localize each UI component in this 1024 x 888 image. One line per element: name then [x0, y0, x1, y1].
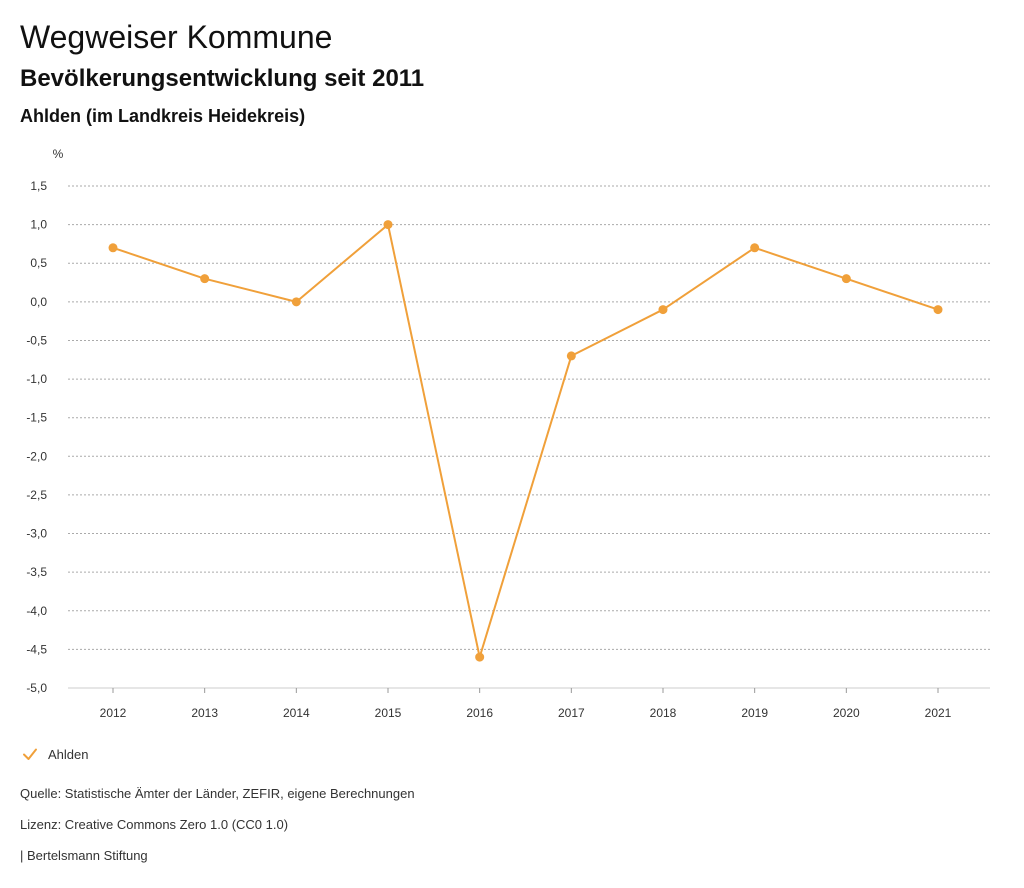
y-tick-label: -5,0 [26, 681, 47, 695]
y-tick-label: -3,5 [26, 565, 47, 579]
x-tick-label: 2021 [925, 706, 952, 720]
x-tick-label: 2014 [283, 706, 310, 720]
y-tick-label: -2,5 [26, 488, 47, 502]
y-unit-label: % [53, 147, 64, 161]
data-point [750, 243, 760, 253]
region-label: Ahlden (im Landkreis Heidekreis) [20, 106, 306, 126]
x-tick-label: 2013 [191, 706, 218, 720]
chart-subtitle: Bevölkerungsentwicklung seit 2011 [20, 65, 425, 92]
x-tick-label: 2015 [375, 706, 402, 720]
series-line-ahlden [112, 223, 939, 659]
data-point [658, 305, 668, 315]
y-tick-label: -4,5 [26, 642, 47, 656]
data-point [475, 652, 485, 662]
x-tick-label: 2012 [100, 706, 127, 720]
x-tick-label: 2020 [833, 706, 860, 720]
x-tick-label: 2018 [650, 706, 677, 720]
y-tick-label: -1,5 [26, 411, 47, 425]
y-tick-label: -2,0 [26, 449, 47, 463]
y-tick-label: -1,0 [26, 372, 47, 386]
publisher-note: | Bertelsmann Stiftung [20, 848, 148, 863]
source-note: Quelle: Statistische Ämter der Länder, Z… [20, 786, 415, 801]
data-point [200, 274, 210, 284]
y-tick-label: -4,0 [26, 604, 47, 618]
y-tick-label: 0,5 [30, 256, 47, 270]
y-tick-label: 1,0 [30, 218, 47, 232]
page-title: Wegweiser Kommune [20, 19, 333, 55]
data-point [291, 297, 301, 307]
license-note: Lizenz: Creative Commons Zero 1.0 (CC0 1… [20, 817, 289, 832]
data-point [566, 351, 576, 361]
y-tick-label: 0,0 [30, 295, 47, 309]
check-icon [23, 748, 37, 760]
legend-item-ahlden[interactable]: Ahlden [20, 744, 88, 764]
data-point [108, 243, 118, 253]
line-chart: % 1,5 1,0 0,5 0,0 -0,5 -1,0 -1,5 -2,0 -2,5 -3,0 -3,… [26, 147, 990, 720]
data-point [933, 305, 943, 315]
y-tick-label: 1,5 [30, 179, 47, 193]
x-tick-label: 2016 [466, 706, 493, 720]
y-tick-label: -0,5 [26, 333, 47, 347]
data-point [841, 274, 851, 284]
data-point [383, 220, 393, 230]
x-tick-label: 2017 [558, 706, 585, 720]
legend-label: Ahlden [48, 746, 89, 762]
x-tick-label: 2019 [741, 706, 768, 720]
y-tick-label: -3,0 [26, 527, 47, 541]
